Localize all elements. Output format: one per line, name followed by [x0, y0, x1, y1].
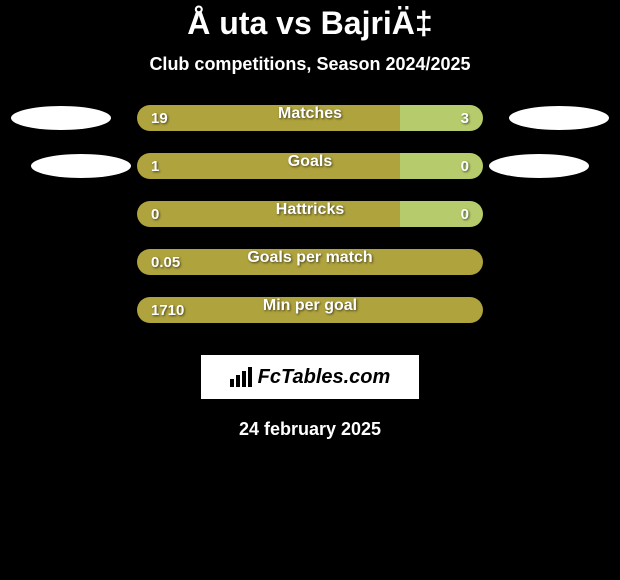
bar-right-segment: 3	[400, 105, 483, 131]
stat-row: 19 3 Matches	[10, 105, 610, 131]
player-right-marker	[489, 154, 589, 178]
stat-bar: 0 0 Hattricks	[137, 201, 483, 227]
stat-label: Matches	[278, 105, 342, 123]
stat-label: Goals	[288, 153, 332, 171]
bar-left-segment: 1	[137, 153, 400, 179]
player-left-marker	[11, 106, 111, 130]
left-value: 1710	[151, 302, 184, 319]
stat-label: Min per goal	[263, 297, 357, 315]
page-subtitle: Club competitions, Season 2024/2025	[149, 54, 470, 75]
left-value: 1	[151, 158, 159, 175]
right-value: 0	[461, 158, 469, 175]
stat-row: 1 0 Goals	[10, 153, 610, 179]
footer-date: 24 february 2025	[239, 419, 381, 440]
stat-row: 0 0 Hattricks	[10, 201, 610, 227]
bar-right-segment: 0	[400, 201, 483, 227]
left-value: 19	[151, 110, 168, 127]
stat-bar: 0.05 Goals per match	[137, 249, 483, 275]
stat-label: Goals per match	[247, 249, 372, 267]
logo-badge[interactable]: FcTables.com	[201, 355, 419, 399]
stat-label: Hattricks	[276, 201, 344, 219]
stat-row: 1710 Min per goal	[10, 297, 610, 323]
chart-icon	[230, 367, 252, 387]
player-left-marker	[31, 154, 131, 178]
right-value: 3	[461, 110, 469, 127]
stats-container: 19 3 Matches 1 0 Goals 0 0 Hattricks 0.05 Goals pe…	[0, 105, 620, 345]
page-title: Å uta vs BajriÄ‡	[149, 5, 470, 42]
stat-row: 0.05 Goals per match	[10, 249, 610, 275]
player-right-marker	[509, 106, 609, 130]
right-value: 0	[461, 206, 469, 223]
header: Å uta vs BajriÄ‡ Club competitions, Seas…	[149, 5, 470, 75]
logo-text: FcTables.com	[258, 366, 391, 389]
stat-bar: 19 3 Matches	[137, 105, 483, 131]
bar-left-segment: 19	[137, 105, 400, 131]
stat-bar: 1 0 Goals	[137, 153, 483, 179]
bar-left-segment: 0	[137, 201, 400, 227]
left-value: 0	[151, 206, 159, 223]
bar-right-segment: 0	[400, 153, 483, 179]
stat-bar: 1710 Min per goal	[137, 297, 483, 323]
left-value: 0.05	[151, 254, 180, 271]
